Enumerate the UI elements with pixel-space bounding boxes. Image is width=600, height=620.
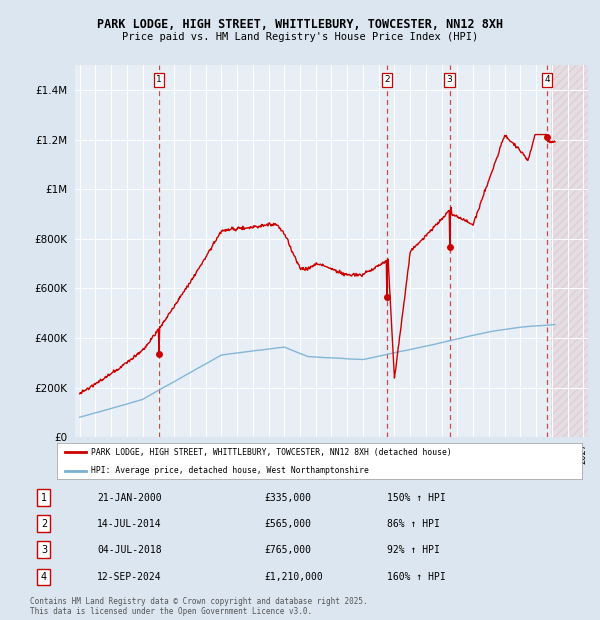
Text: PARK LODGE, HIGH STREET, WHITTLEBURY, TOWCESTER, NN12 8XH (detached house): PARK LODGE, HIGH STREET, WHITTLEBURY, TO… bbox=[91, 448, 452, 457]
Text: This data is licensed under the Open Government Licence v3.0.: This data is licensed under the Open Gov… bbox=[30, 608, 312, 616]
Text: 21-JAN-2000: 21-JAN-2000 bbox=[97, 493, 161, 503]
Text: HPI: Average price, detached house, West Northamptonshire: HPI: Average price, detached house, West… bbox=[91, 466, 369, 475]
Bar bbox=[551, 65, 588, 437]
Text: 4: 4 bbox=[544, 76, 550, 84]
Text: 12-SEP-2024: 12-SEP-2024 bbox=[97, 572, 161, 582]
Text: Price paid vs. HM Land Registry's House Price Index (HPI): Price paid vs. HM Land Registry's House … bbox=[122, 32, 478, 42]
Text: 86% ↑ HPI: 86% ↑ HPI bbox=[387, 519, 440, 529]
Text: 1: 1 bbox=[157, 76, 162, 84]
Text: 3: 3 bbox=[447, 76, 452, 84]
Text: 3: 3 bbox=[41, 545, 47, 555]
Text: 1: 1 bbox=[41, 493, 47, 503]
Text: £565,000: £565,000 bbox=[265, 519, 311, 529]
Text: £1,210,000: £1,210,000 bbox=[265, 572, 323, 582]
Text: PARK LODGE, HIGH STREET, WHITTLEBURY, TOWCESTER, NN12 8XH: PARK LODGE, HIGH STREET, WHITTLEBURY, TO… bbox=[97, 19, 503, 31]
Text: £335,000: £335,000 bbox=[265, 493, 311, 503]
Text: Contains HM Land Registry data © Crown copyright and database right 2025.: Contains HM Land Registry data © Crown c… bbox=[30, 597, 368, 606]
Text: 2: 2 bbox=[385, 76, 390, 84]
Text: 2: 2 bbox=[41, 519, 47, 529]
Text: 92% ↑ HPI: 92% ↑ HPI bbox=[387, 545, 440, 555]
Text: 14-JUL-2014: 14-JUL-2014 bbox=[97, 519, 161, 529]
Text: 150% ↑ HPI: 150% ↑ HPI bbox=[387, 493, 446, 503]
Text: 160% ↑ HPI: 160% ↑ HPI bbox=[387, 572, 446, 582]
Text: 4: 4 bbox=[41, 572, 47, 582]
Text: £765,000: £765,000 bbox=[265, 545, 311, 555]
Text: 04-JUL-2018: 04-JUL-2018 bbox=[97, 545, 161, 555]
